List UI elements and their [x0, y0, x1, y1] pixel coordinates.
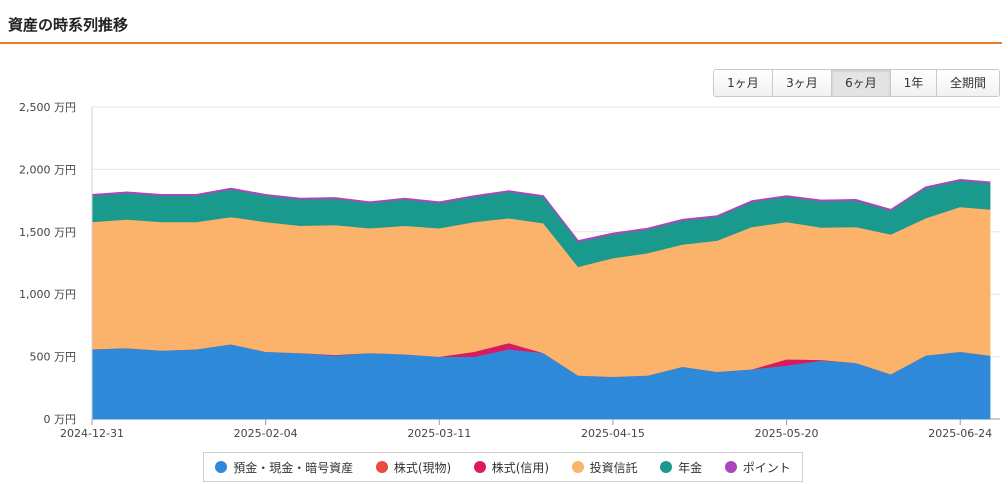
legend-item-funds[interactable]: 投資信託 [571, 459, 638, 476]
legend-label: 年金 [678, 460, 703, 475]
header-bar: 資産の時系列推移 [0, 0, 1002, 44]
legend-marker [375, 461, 388, 473]
y-tick-label: 2,500 万円 [19, 101, 76, 114]
legend-label: 株式(現物) [393, 460, 452, 475]
legend-label: 投資信託 [589, 460, 638, 475]
chart-legend: 預金・現金・暗号資産 株式(現物) 株式(信用) 投資信託 年金 ポイント [203, 452, 803, 482]
legend-marker [473, 461, 486, 473]
x-tick-label: 2025-03-11 [407, 427, 471, 440]
legend-label: ポイント [742, 460, 791, 475]
x-tick-label: 2025-04-15 [581, 427, 645, 440]
legend-item-stock-spot[interactable]: 株式(現物) [375, 459, 452, 476]
range-button-1m[interactable]: 1ヶ月 [714, 70, 773, 96]
y-tick-label: 2,000 万円 [19, 163, 76, 176]
axis-layer: 0 万円 500 万円 1,000 万円 1,500 万円 2,000 万円 2,500 … [19, 101, 992, 440]
range-button-3m[interactable]: 3ヶ月 [773, 70, 832, 96]
legend-label: 預金・現金・暗号資産 [233, 460, 354, 475]
y-tick-label: 0 万円 [44, 413, 77, 426]
range-button-1y[interactable]: 1年 [891, 70, 937, 96]
legend-item-points[interactable]: ポイント [724, 459, 791, 476]
legend-marker [571, 461, 584, 473]
range-selector: 1ヶ月 3ヶ月 6ヶ月 1年 全期間 [713, 69, 1000, 97]
range-button-all[interactable]: 全期間 [937, 70, 999, 96]
y-tick-label: 1,000 万円 [19, 288, 76, 301]
y-tick-label: 500 万円 [30, 351, 77, 364]
series-area-5 [91, 178, 991, 243]
legend-item-cash[interactable]: 預金・現金・暗号資産 [215, 459, 353, 476]
x-tick-label: 2024-12-31 [60, 427, 124, 440]
page-title: 資産の時系列推移 [8, 16, 129, 34]
range-button-6m[interactable]: 6ヶ月 [832, 70, 891, 96]
legend-item-stock-margin[interactable]: 株式(信用) [473, 459, 550, 476]
legend-item-pension[interactable]: 年金 [660, 459, 702, 476]
x-tick-label: 2025-05-20 [755, 427, 819, 440]
y-tick-label: 1,500 万円 [19, 226, 76, 239]
legend-label: 株式(信用) [491, 460, 550, 475]
legend-marker [660, 461, 673, 473]
x-tick-label: 2025-02-04 [234, 427, 298, 440]
legend-marker [724, 461, 737, 473]
area-layer [91, 178, 991, 420]
x-tick-label: 2025-06-24 [928, 427, 992, 440]
legend-marker [215, 461, 228, 473]
